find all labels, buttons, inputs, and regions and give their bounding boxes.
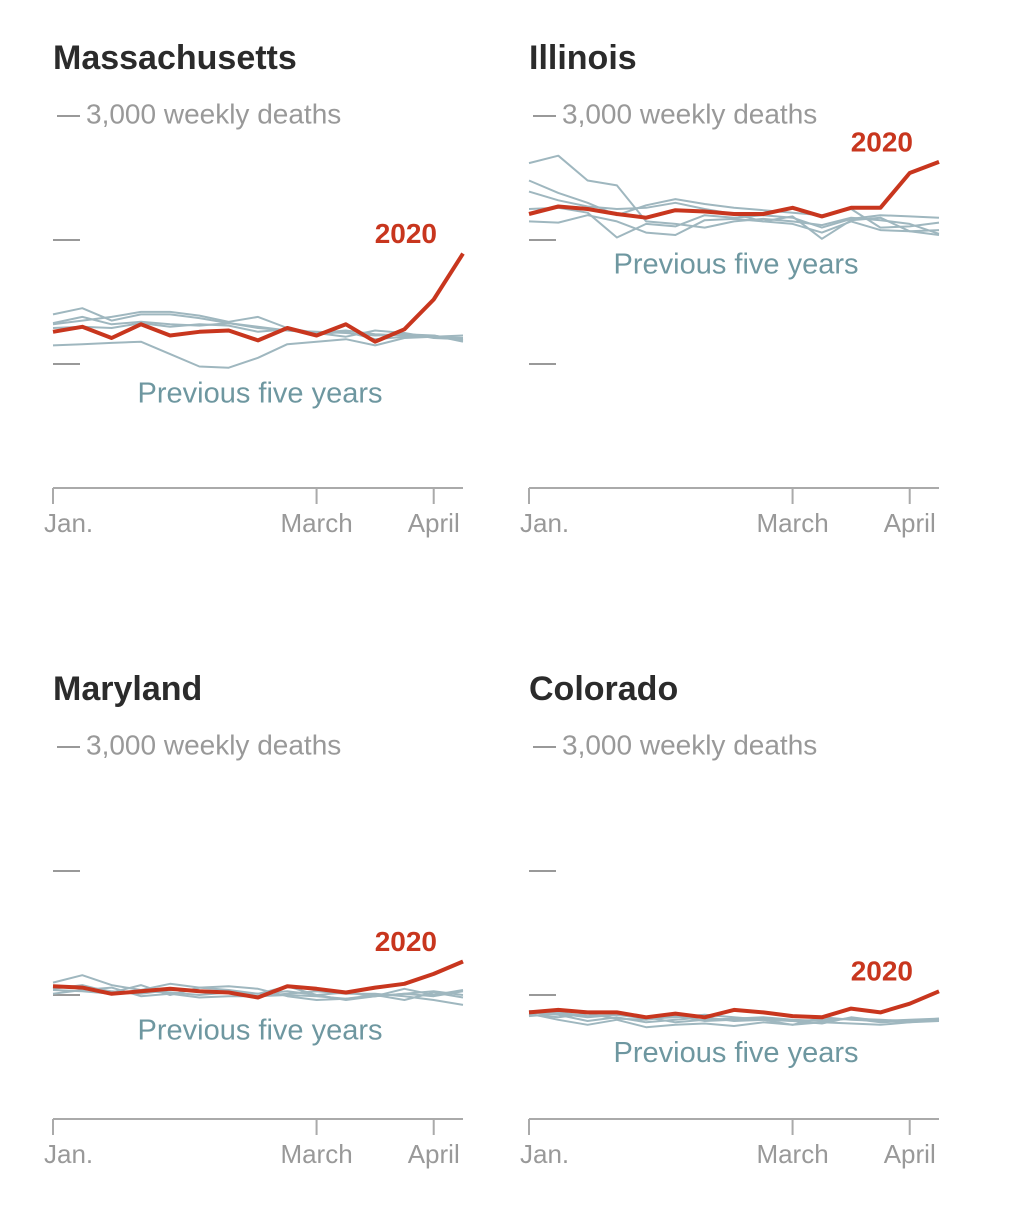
x-tick-label: April xyxy=(884,508,936,538)
x-tick-label: April xyxy=(884,1139,936,1169)
y-tick-label: 3,000 weekly deaths xyxy=(562,98,817,129)
y-tick-label: 3,000 weekly deaths xyxy=(86,98,341,129)
x-tick-label: Jan. xyxy=(44,1139,93,1169)
previous-year-line xyxy=(528,206,940,239)
x-tick-label: Jan. xyxy=(520,1139,569,1169)
previous-year-line xyxy=(528,1012,940,1029)
previous-year-line xyxy=(528,214,940,236)
chart-title: Colorado xyxy=(529,670,678,708)
series-label: 2020 xyxy=(375,926,437,957)
panel: Illinois 3,000 weekly deaths Jan. March Apri… xyxy=(520,39,940,538)
panel: Colorado 3,000 weekly deaths Jan. March Apri… xyxy=(520,670,940,1169)
previous-years-label: Previous five years xyxy=(614,1037,859,1069)
previous-years-label: Previous five years xyxy=(614,248,859,280)
line-2020 xyxy=(528,160,940,220)
x-tick-label: March xyxy=(756,508,828,538)
series-label: 2020 xyxy=(851,126,913,157)
chart-title: Illinois xyxy=(529,39,637,77)
y-tick-label: 3,000 weekly deaths xyxy=(562,729,817,760)
chart-title: Maryland xyxy=(53,670,202,708)
previous-year-line xyxy=(528,154,940,235)
x-tick-label: March xyxy=(756,1139,828,1169)
x-tick-label: March xyxy=(280,508,352,538)
chart-title: Massachusetts xyxy=(53,39,297,77)
series-label: 2020 xyxy=(375,218,437,249)
previous-years-label: Previous five years xyxy=(138,377,383,409)
panel: Massachusetts 3,000 weekly deaths Jan. Marc… xyxy=(44,39,465,538)
series-label: 2020 xyxy=(851,956,913,987)
x-tick-label: April xyxy=(408,508,460,538)
line-2020 xyxy=(52,959,464,1000)
previous-year-line xyxy=(528,1010,939,1024)
line-2020 xyxy=(52,252,465,344)
y-tick-label: 3,000 weekly deaths xyxy=(86,729,341,760)
previous-years-label: Previous five years xyxy=(138,1015,383,1047)
x-tick-label: April xyxy=(408,1139,460,1169)
x-tick-label: March xyxy=(280,1139,352,1169)
panel: Maryland 3,000 weekly deaths Jan. March Apri… xyxy=(44,670,464,1169)
x-tick-label: Jan. xyxy=(520,508,569,538)
previous-year-line xyxy=(52,334,464,369)
previous-year-line xyxy=(52,322,464,343)
line-2020 xyxy=(528,989,940,1020)
x-tick-label: Jan. xyxy=(44,508,93,538)
